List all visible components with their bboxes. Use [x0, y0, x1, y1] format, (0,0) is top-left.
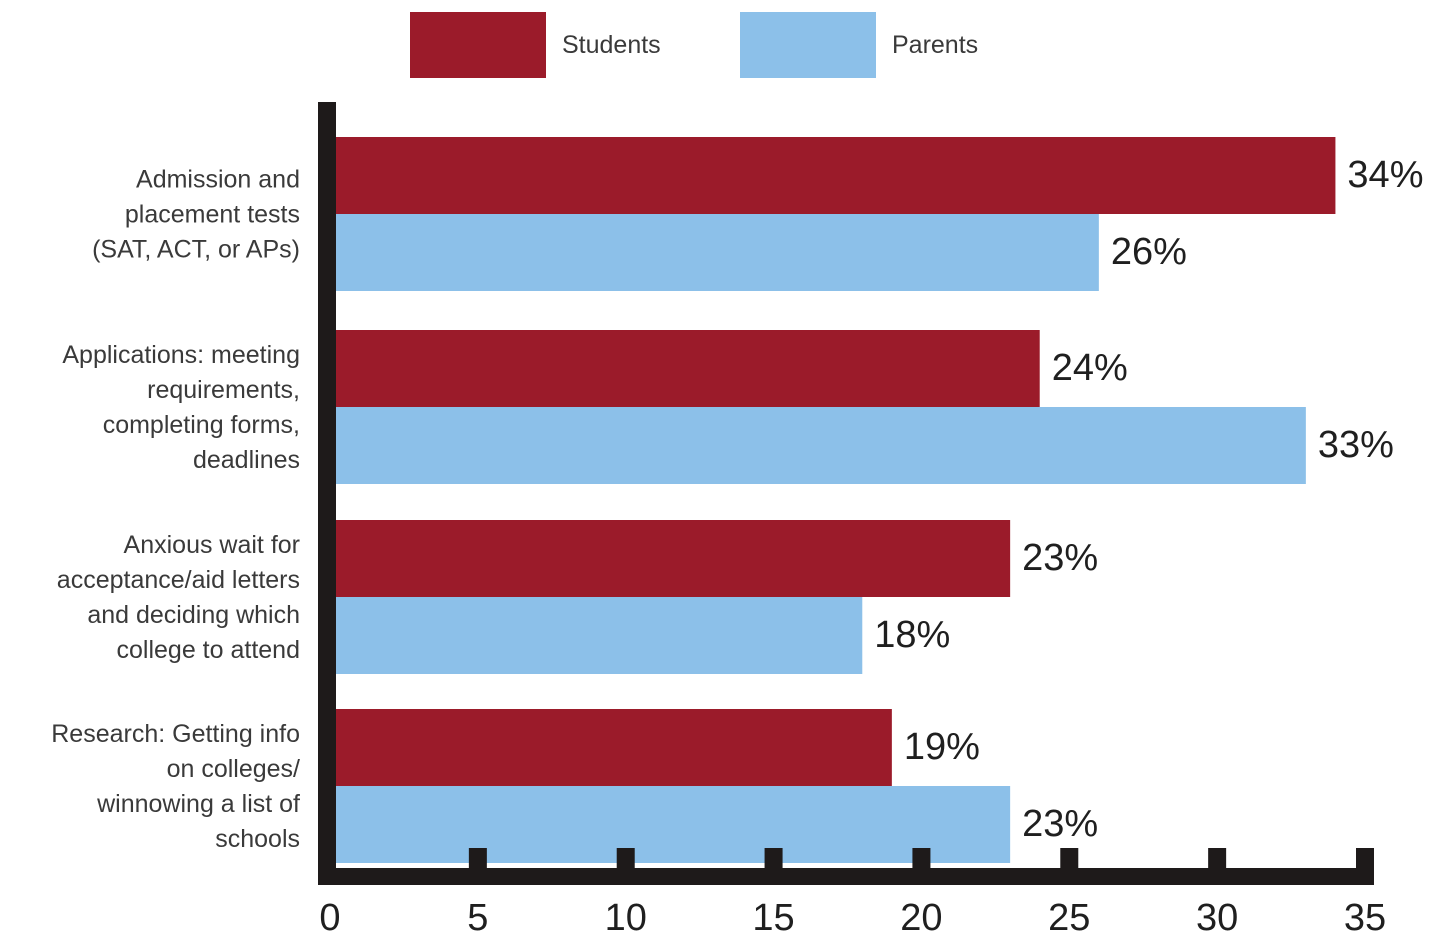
- legend-label-students: Students: [562, 31, 661, 59]
- x-tick-label-15: 15: [752, 897, 794, 934]
- category-label-line: Anxious wait for: [124, 531, 300, 559]
- bar-parents-2: [330, 597, 863, 674]
- category-label-line: and deciding which: [87, 601, 300, 629]
- category-label-line: winnowing a list of: [96, 790, 300, 818]
- value-label-students-2: 23%: [1022, 537, 1098, 579]
- x-tick-label-10: 10: [605, 897, 647, 934]
- x-tick-label-30: 30: [1196, 897, 1238, 934]
- x-tick-label-25: 25: [1048, 897, 1090, 934]
- x-tick-mark-10: [616, 848, 635, 870]
- category-labels-group: Admission and placement tests (SAT, ACT, o…: [51, 166, 300, 854]
- value-label-parents-0: 26%: [1111, 231, 1187, 273]
- category-label-line: completing forms,: [103, 411, 300, 439]
- bar-parents-1: [330, 407, 1306, 484]
- x-tick-label-35: 35: [1344, 897, 1386, 934]
- category-label-2: Anxious wait for acceptance/aid letters an…: [57, 531, 300, 664]
- category-label-line: college to attend: [117, 636, 300, 664]
- category-label-0: Admission and placement tests (SAT, ACT, o…: [92, 166, 300, 264]
- axes-group: 0 5 10 15 20 25 30 35: [318, 102, 1386, 934]
- y-axis-line: [318, 102, 336, 885]
- value-label-students-1: 24%: [1052, 347, 1128, 389]
- bar-students-3: [330, 709, 892, 786]
- category-label-line: acceptance/aid letters: [57, 566, 300, 594]
- x-tick-label-0: 0: [319, 897, 340, 934]
- value-label-parents-1: 33%: [1318, 424, 1394, 466]
- category-label-line: deadlines: [193, 446, 300, 474]
- value-labels-group: 34% 26% 24% 33% 23% 18% 19% 23%: [874, 154, 1423, 845]
- category-label-line: Research: Getting info: [51, 720, 300, 748]
- legend-swatch-students: [410, 12, 546, 78]
- category-label-line: requirements,: [147, 376, 300, 404]
- x-tick-label-5: 5: [467, 897, 488, 934]
- value-label-parents-2: 18%: [874, 614, 950, 656]
- x-axis-line: [318, 868, 1374, 885]
- value-label-students-0: 34%: [1347, 154, 1423, 196]
- category-label-line: Applications: meeting: [62, 341, 300, 369]
- bar-students-0: [330, 137, 1336, 214]
- category-label-line: Admission and: [136, 166, 300, 194]
- bar-students-1: [330, 330, 1040, 407]
- x-tick-mark-25: [1060, 848, 1079, 870]
- category-label-line: (SAT, ACT, or APs): [92, 236, 300, 264]
- x-tick-mark-35: [1356, 848, 1374, 870]
- legend: Students Parents: [410, 12, 978, 78]
- bars-group: [330, 137, 1336, 863]
- category-label-line: placement tests: [125, 201, 300, 229]
- x-tick-mark-5: [468, 848, 487, 870]
- x-tick-mark-20: [912, 848, 931, 870]
- value-label-parents-3: 23%: [1022, 803, 1098, 845]
- category-label-1: Applications: meeting requirements, comple…: [62, 341, 300, 474]
- x-tick-mark-30: [1208, 848, 1227, 870]
- x-tick-label-20: 20: [900, 897, 942, 934]
- category-label-line: schools: [215, 825, 300, 853]
- bar-parents-0: [330, 214, 1099, 291]
- category-label-3: Research: Getting info on colleges/winnow…: [51, 720, 300, 853]
- x-tick-mark-15: [764, 848, 783, 870]
- bar-parents-3: [330, 786, 1011, 863]
- category-label-line: on colleges/: [167, 755, 300, 783]
- value-label-students-3: 19%: [904, 726, 980, 768]
- legend-label-parents: Parents: [892, 31, 978, 59]
- legend-swatch-parents: [740, 12, 876, 78]
- bar-students-2: [330, 520, 1011, 597]
